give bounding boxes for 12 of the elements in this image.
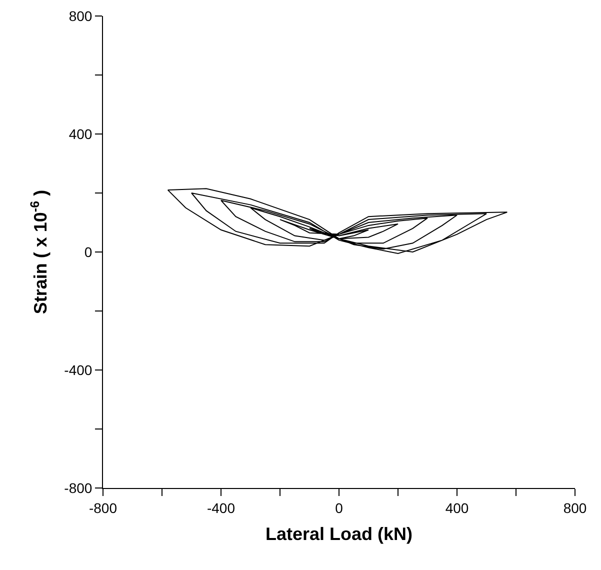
x-axis-title: Lateral Load (kN): [265, 524, 413, 544]
line-series: [167, 188, 508, 254]
x-tick-label: 0: [335, 500, 344, 516]
x-tick-label: -800: [88, 500, 118, 516]
y-tick-label: 400: [68, 126, 92, 142]
x-tick-label: -400: [206, 500, 236, 516]
y-tick-label: 800: [68, 8, 92, 24]
x-tick-label: 800: [563, 500, 587, 516]
y-tick-label: -800: [64, 480, 92, 496]
y-tick-label: 0: [84, 244, 92, 260]
y-tick-label: -400: [64, 362, 92, 378]
x-tick-label: 400: [445, 500, 469, 516]
